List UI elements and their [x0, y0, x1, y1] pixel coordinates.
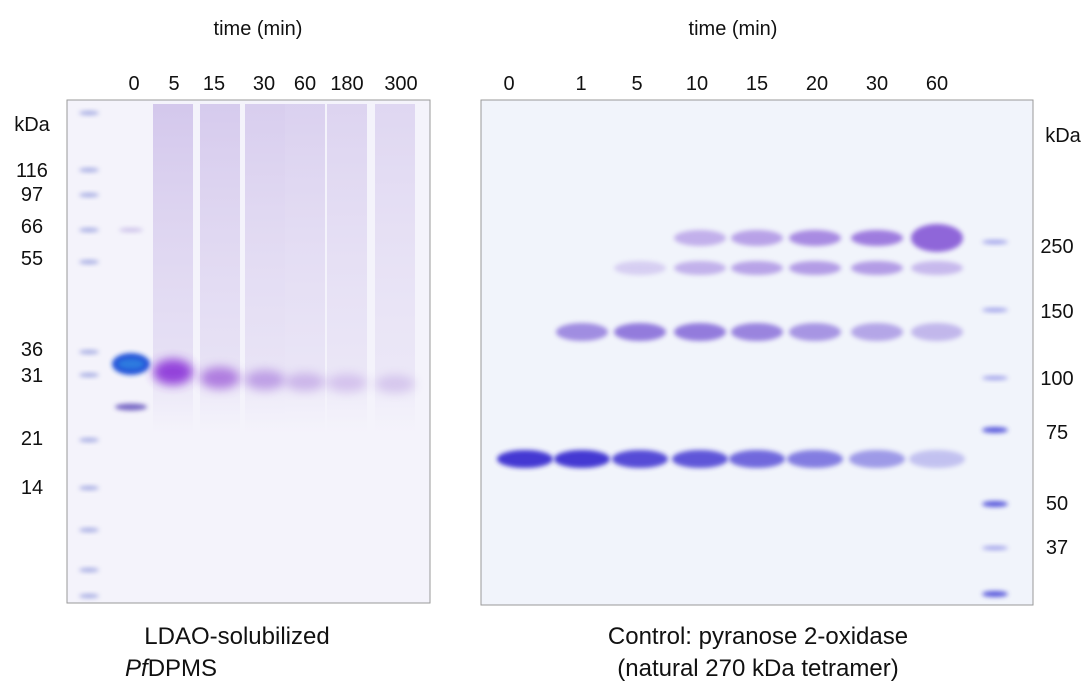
marker-label: 150 [1040, 301, 1073, 323]
band [79, 111, 99, 115]
band [789, 230, 841, 246]
band [79, 168, 99, 172]
band [118, 359, 144, 369]
band [911, 224, 963, 252]
lane-label: 15 [746, 73, 768, 95]
band [612, 450, 668, 468]
band [674, 261, 726, 275]
right-gel [480, 99, 1034, 606]
lane-label: 30 [253, 73, 275, 95]
band [79, 568, 99, 572]
band [554, 450, 610, 468]
band [79, 260, 99, 264]
band [245, 370, 285, 390]
band [200, 367, 240, 389]
right-caption: (natural 270 kDa tetramer) [617, 655, 898, 682]
band [674, 230, 726, 246]
band [79, 486, 99, 490]
band [614, 323, 666, 341]
band [79, 438, 99, 442]
left-header: time (min) [214, 18, 303, 40]
marker-label: 37 [1046, 537, 1068, 559]
lane-label: 300 [384, 73, 417, 95]
lane-label: 60 [926, 73, 948, 95]
band [911, 323, 963, 341]
marker-label: 55 [21, 248, 43, 270]
band [153, 359, 193, 385]
right-unit: kDa [1045, 125, 1081, 147]
marker-label: 14 [21, 477, 43, 499]
lane-label: 0 [503, 73, 514, 95]
band [851, 261, 903, 275]
marker-label: 50 [1046, 493, 1068, 515]
band [982, 546, 1008, 550]
lane-label: 180 [330, 73, 363, 95]
band [787, 450, 843, 468]
band [497, 450, 553, 468]
band [79, 350, 99, 354]
band [789, 261, 841, 275]
right-header: time (min) [689, 18, 778, 40]
lane-label: 15 [203, 73, 225, 95]
band [79, 228, 99, 232]
marker-label: 75 [1046, 422, 1068, 444]
gel-bands [79, 104, 1008, 598]
marker-label: 36 [21, 339, 43, 361]
marker-label: 250 [1040, 236, 1073, 258]
lane-label: 5 [631, 73, 642, 95]
band [789, 323, 841, 341]
band [79, 193, 99, 197]
band [731, 230, 783, 246]
band [982, 240, 1008, 244]
marker-label: 97 [21, 184, 43, 206]
band [375, 375, 415, 393]
left-caption: LDAO-solubilized [144, 623, 329, 650]
band [79, 528, 99, 532]
band [285, 373, 325, 391]
right-caption: Control: pyranose 2-oxidase [608, 623, 908, 650]
band [851, 230, 903, 246]
band [674, 323, 726, 341]
left-caption-italic: Pf [125, 655, 150, 682]
lane-label: 30 [866, 73, 888, 95]
marker-label: 66 [21, 216, 43, 238]
lane-label: 1 [575, 73, 586, 95]
band [849, 450, 905, 468]
band [731, 323, 783, 341]
lane-label: 0 [128, 73, 139, 95]
band [79, 373, 99, 377]
band [851, 323, 903, 341]
marker-label: 21 [21, 428, 43, 450]
band [327, 374, 367, 392]
left-caption: PfDPMS [125, 655, 217, 682]
left-unit: kDa [14, 114, 50, 136]
band [79, 594, 99, 598]
band [731, 261, 783, 275]
marker-label: 100 [1040, 368, 1073, 390]
band [119, 228, 143, 232]
band [909, 450, 965, 468]
band [115, 403, 147, 411]
band [982, 427, 1008, 433]
band [982, 501, 1008, 507]
lane-label: 60 [294, 73, 316, 95]
band [982, 376, 1008, 380]
band [982, 591, 1008, 597]
band [614, 261, 666, 275]
band [982, 308, 1008, 312]
band [729, 450, 785, 468]
marker-label: 116 [16, 160, 48, 182]
left-caption-rest: DPMS [148, 655, 217, 682]
band [911, 261, 963, 275]
lane-label: 10 [686, 73, 708, 95]
band [556, 323, 608, 341]
lane-label: 20 [806, 73, 828, 95]
band [672, 450, 728, 468]
marker-label: 31 [21, 365, 43, 387]
lane-label: 5 [168, 73, 179, 95]
